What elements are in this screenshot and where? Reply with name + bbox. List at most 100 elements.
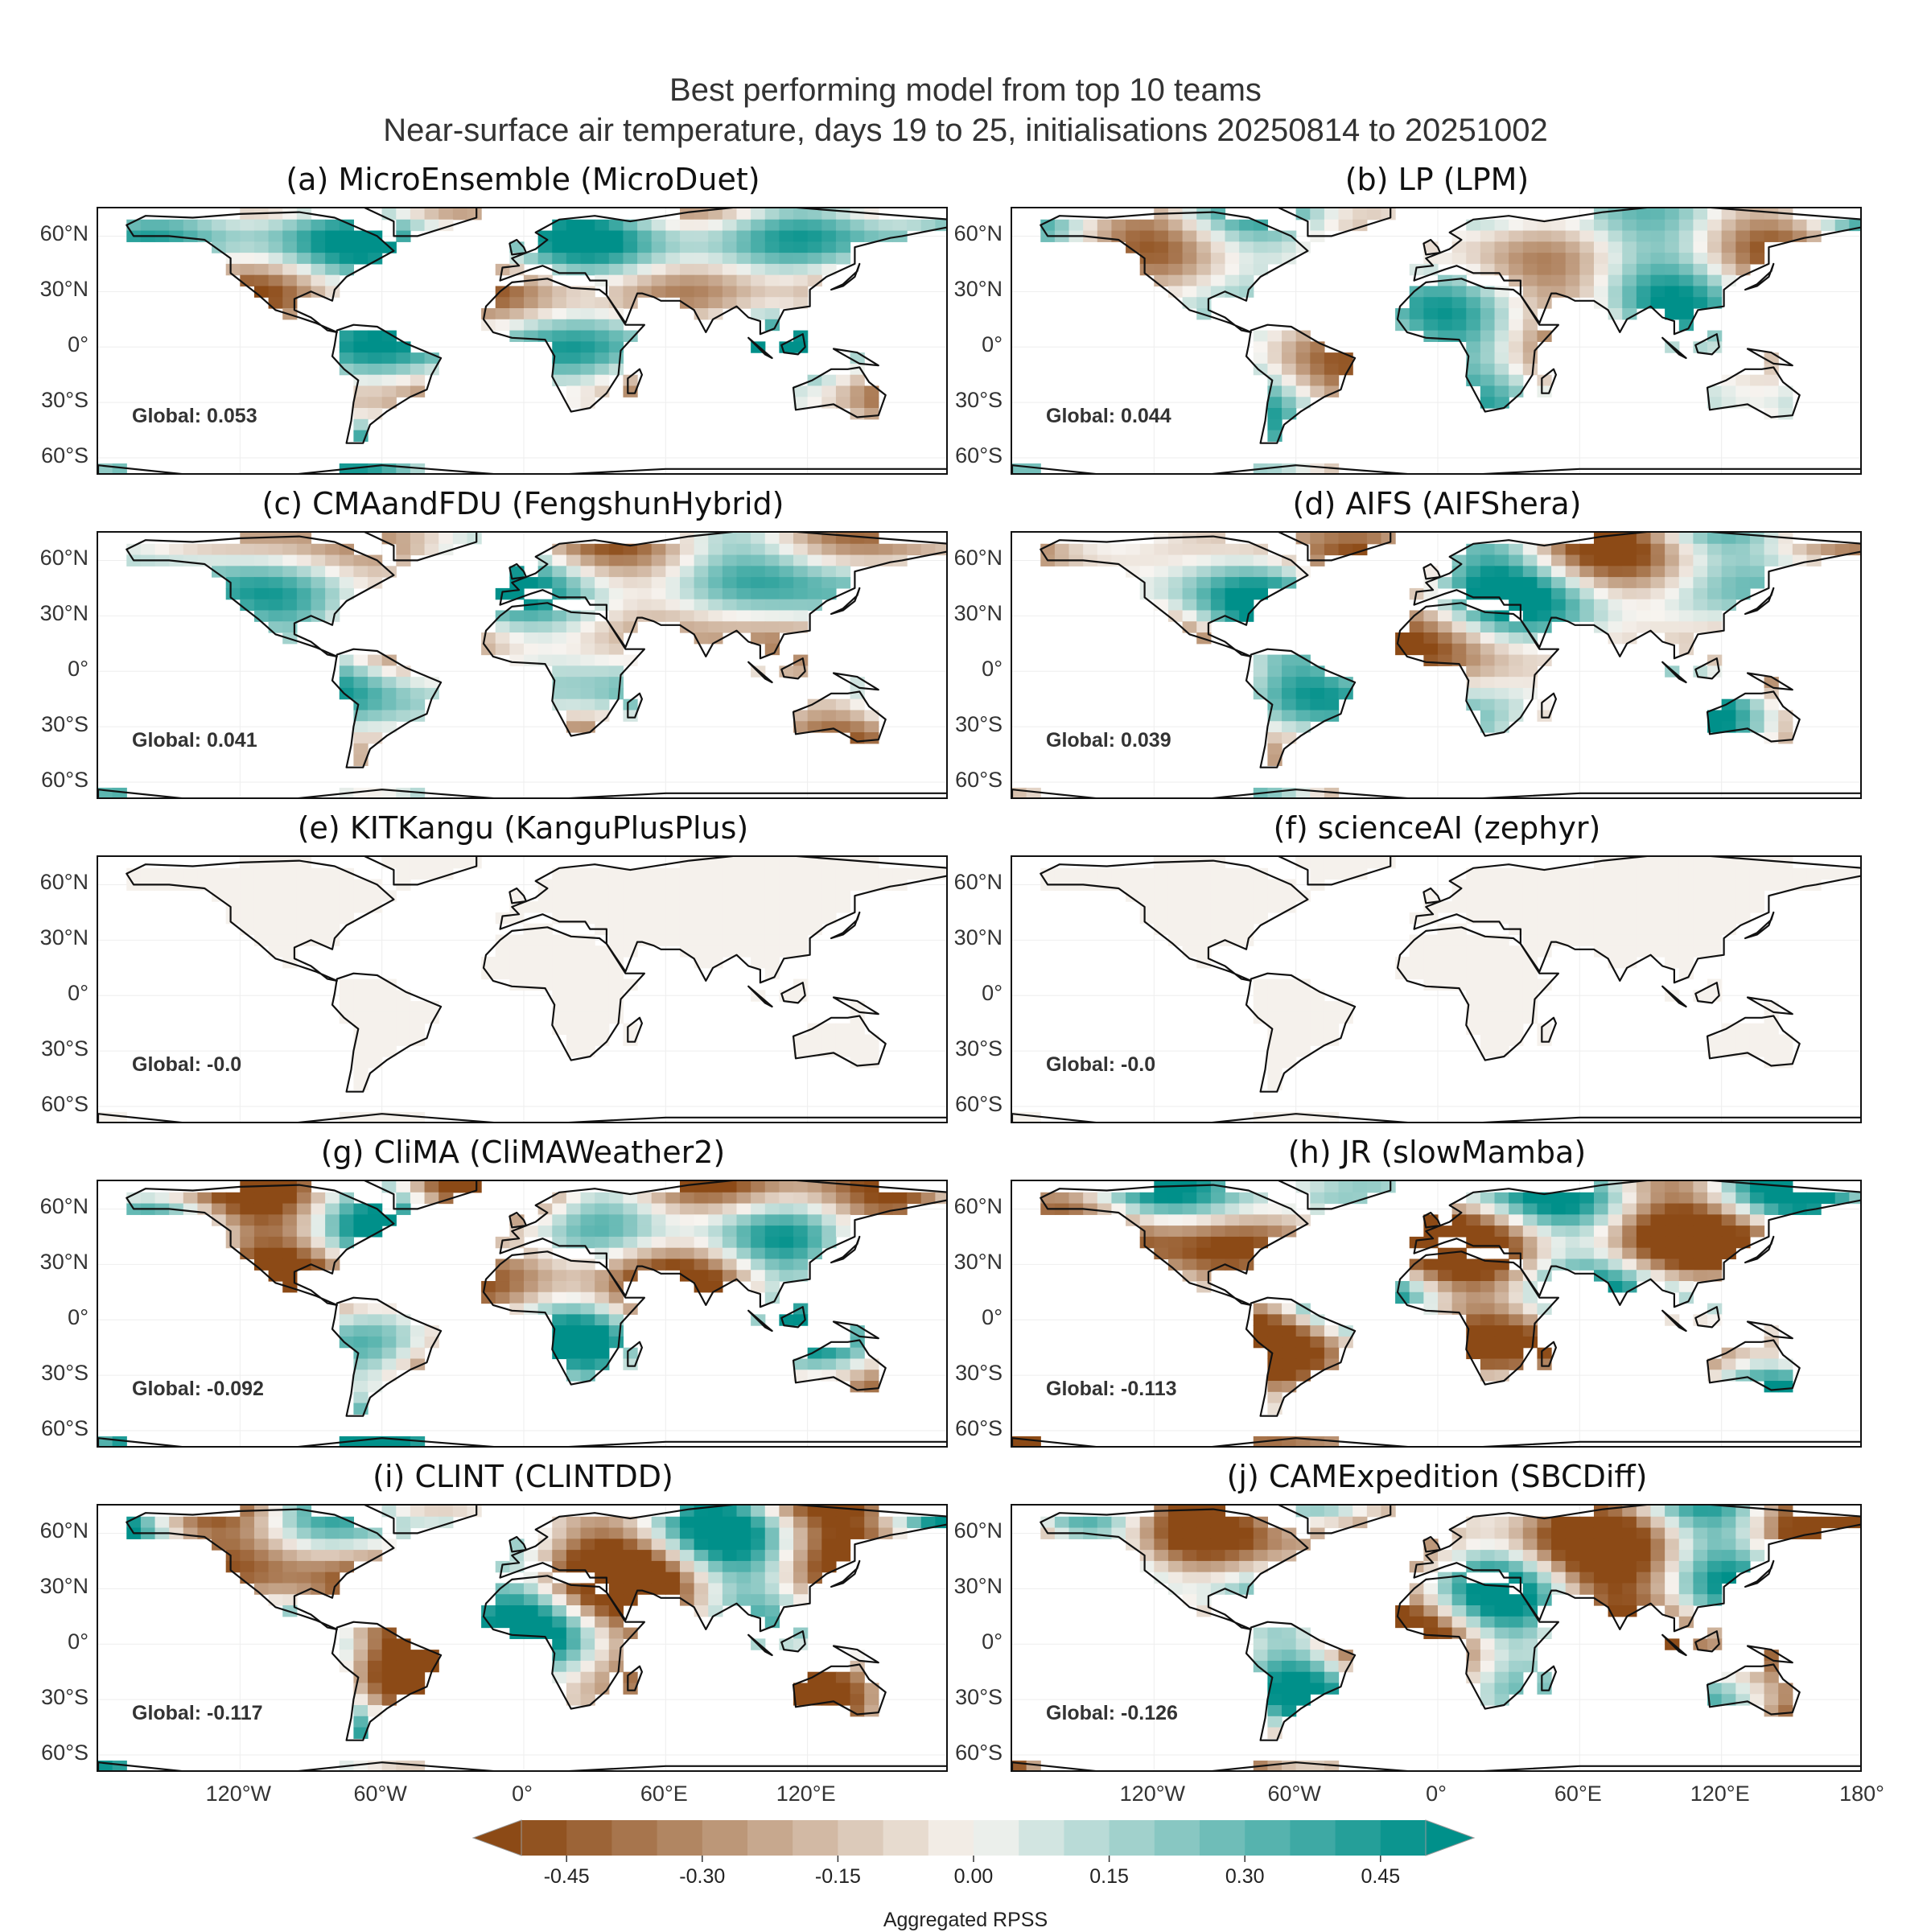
rpss-cell	[1494, 1358, 1509, 1370]
rpss-cell	[566, 554, 582, 566]
rpss-cell	[736, 1572, 751, 1584]
rpss-cell	[339, 1660, 354, 1673]
rpss-cell	[1522, 566, 1538, 578]
rpss-cell	[537, 1226, 553, 1238]
rpss-cell	[1537, 923, 1552, 936]
rpss-cell	[580, 1671, 595, 1684]
rpss-cell	[253, 901, 270, 913]
rpss-cell	[1225, 1560, 1240, 1573]
rpss-cell	[396, 687, 411, 700]
coastline	[508, 1535, 528, 1553]
rpss-cell	[1509, 1627, 1524, 1639]
rpss-cell	[1778, 1034, 1793, 1046]
rpss-cell	[381, 1650, 397, 1662]
rpss-cell	[736, 566, 751, 578]
rpss-cell	[736, 621, 751, 633]
rpss-cell	[1466, 330, 1481, 342]
rpss-cell	[1565, 219, 1580, 232]
rpss-cell	[240, 867, 255, 880]
rpss-cell	[1026, 1760, 1041, 1770]
coastline	[482, 1575, 646, 1710]
rpss-cell	[807, 857, 822, 869]
rpss-cell	[1480, 1281, 1496, 1293]
rpss-cell	[296, 1192, 312, 1205]
rpss-cell	[325, 890, 340, 902]
rpss-cell	[722, 1181, 738, 1193]
rpss-cell	[722, 208, 738, 220]
rpss-cell	[1579, 1192, 1595, 1205]
rpss-cell	[396, 1671, 411, 1684]
rpss-cell	[268, 1539, 283, 1551]
rpss-cell	[353, 901, 368, 913]
rpss-cell	[793, 721, 809, 733]
rpss-cell	[1324, 219, 1340, 232]
rpss-cell	[396, 787, 411, 797]
rpss-cell	[268, 857, 283, 869]
rpss-cell	[1167, 890, 1184, 902]
rpss-cell	[1522, 319, 1538, 332]
rpss-cell	[1622, 554, 1637, 566]
rpss-cell	[339, 677, 354, 689]
rpss-cell	[296, 879, 312, 891]
rpss-cell	[1608, 587, 1623, 600]
rpss-cell	[1622, 1550, 1637, 1562]
rpss-cell	[1451, 1539, 1467, 1551]
coastline	[482, 926, 646, 1061]
rpss-cell	[524, 1627, 539, 1639]
rpss-cell	[1282, 1638, 1297, 1650]
rpss-cell	[424, 208, 439, 220]
rpss-cell	[764, 219, 780, 232]
rpss-cell	[566, 219, 582, 232]
rpss-cell	[1225, 610, 1240, 622]
rpss-cell	[1509, 363, 1524, 376]
rpss-cell	[850, 1336, 865, 1349]
rpss-cell	[793, 263, 809, 276]
rpss-cell	[253, 543, 270, 556]
rpss-cell	[1522, 890, 1538, 902]
rpss-cell	[1778, 710, 1793, 722]
rpss-cell	[793, 1270, 809, 1282]
rpss-cell	[1636, 587, 1652, 600]
rpss-cell	[566, 253, 582, 265]
rpss-cell	[1608, 890, 1623, 902]
lat-tick-label: 60°N	[953, 870, 1003, 895]
rpss-cell	[1026, 463, 1041, 473]
rpss-cell	[552, 677, 567, 689]
rpss-cell	[311, 1236, 326, 1249]
rpss-cell	[396, 1760, 411, 1770]
rpss-cell	[608, 643, 624, 656]
rpss-cell	[1196, 286, 1212, 298]
rpss-cell	[807, 879, 822, 891]
rpss-cell	[1509, 330, 1524, 342]
rpss-cell	[1139, 879, 1155, 891]
rpss-cell	[708, 274, 723, 287]
rpss-cell	[1466, 577, 1481, 589]
rpss-cell	[1253, 879, 1268, 891]
rpss-cell	[566, 1203, 582, 1215]
rpss-cell	[1167, 543, 1184, 556]
rpss-cell	[353, 341, 368, 353]
rpss-cell	[1423, 308, 1439, 320]
rpss-cell	[665, 901, 681, 913]
rpss-cell	[1608, 253, 1623, 265]
rpss-cell	[509, 1583, 525, 1595]
rpss-cell	[1636, 208, 1652, 220]
rpss-cell	[1282, 1705, 1297, 1717]
rpss-cell	[1225, 1539, 1240, 1551]
rpss-cell	[779, 566, 794, 578]
rpss-cell	[410, 533, 426, 545]
rpss-cell	[1707, 230, 1723, 242]
rpss-cell	[1494, 1203, 1509, 1215]
rpss-cell	[1480, 1001, 1496, 1013]
rpss-cell	[1537, 577, 1552, 589]
rpss-cell	[1650, 297, 1665, 309]
rpss-cell	[736, 1550, 751, 1562]
rpss-cell	[1282, 374, 1297, 387]
rpss-cell	[537, 1291, 553, 1304]
rpss-cell	[793, 1247, 809, 1260]
rpss-cell	[1182, 934, 1197, 946]
rpss-cell	[1196, 577, 1212, 589]
rpss-cell	[1678, 1258, 1694, 1271]
rpss-cell	[1267, 1650, 1283, 1662]
rpss-cell	[1551, 1214, 1567, 1226]
